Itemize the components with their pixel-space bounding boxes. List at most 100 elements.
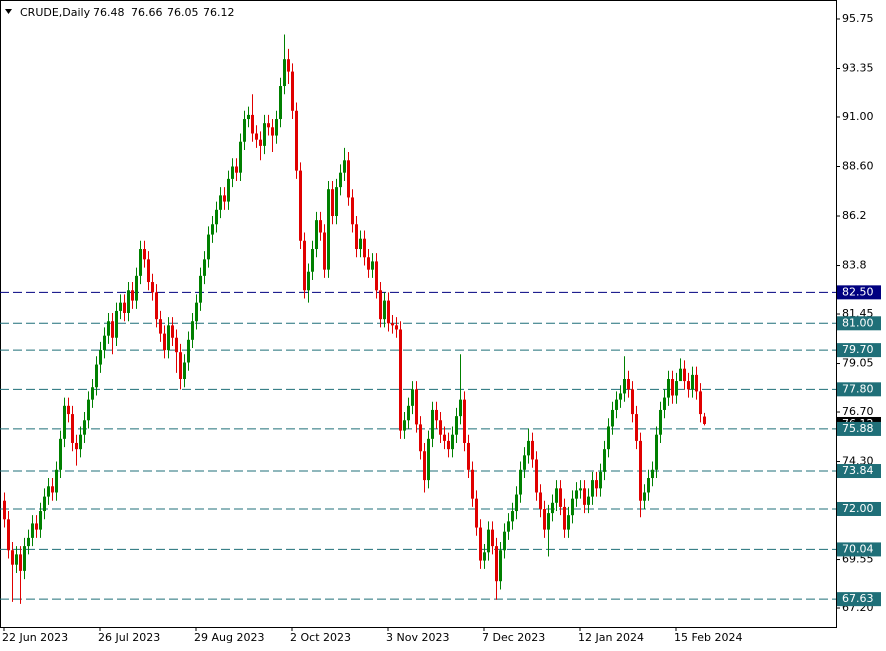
candle-body	[143, 249, 146, 260]
candle-body	[251, 114, 254, 134]
candle-body	[651, 469, 654, 479]
candle-body	[463, 399, 466, 443]
candle-body	[395, 325, 398, 330]
candle-body	[435, 409, 438, 421]
candle-body	[411, 389, 414, 406]
ohlc-open: 76.48	[93, 6, 125, 19]
candle-body	[575, 490, 578, 499]
candle-body	[11, 550, 14, 565]
candle-body	[387, 300, 390, 324]
level-tag	[837, 382, 881, 397]
candle-body	[19, 554, 22, 571]
candle-body	[459, 399, 462, 417]
candle-body	[527, 440, 530, 456]
candle-body	[211, 224, 214, 235]
candle-body	[403, 420, 406, 431]
candle-body	[35, 523, 38, 530]
candle-body	[235, 166, 238, 173]
candle-body	[599, 471, 602, 489]
candle-body	[363, 238, 366, 258]
candle-body	[83, 420, 86, 435]
candle-body	[339, 172, 342, 188]
candle-body	[399, 329, 402, 431]
candle-body	[183, 362, 186, 380]
candle-body	[239, 141, 242, 173]
candle-body	[407, 405, 410, 421]
candle-body	[7, 519, 10, 551]
level-tag	[837, 343, 881, 358]
candle-body	[471, 469, 474, 499]
candle-body	[39, 511, 42, 530]
candle-body	[167, 325, 170, 351]
candle-body	[699, 391, 702, 415]
candle-body	[511, 511, 514, 522]
candle-body	[643, 492, 646, 501]
candle-body	[659, 409, 662, 435]
candle-body	[383, 300, 386, 320]
candle-body	[99, 350, 102, 365]
candle-body	[227, 178, 230, 202]
level-tag	[837, 592, 881, 607]
level-label: 73.84	[842, 464, 874, 477]
y-tick-label: 91.00	[842, 110, 874, 123]
x-tick-label: 7 Dec 2023	[482, 631, 545, 644]
level-tag	[837, 316, 881, 331]
level-label: 82.50	[842, 285, 874, 298]
candle-body	[531, 440, 534, 460]
ohlc-low: 76.05	[167, 6, 199, 19]
candle-body	[647, 478, 650, 493]
candle-body	[683, 368, 686, 382]
candle-body	[131, 290, 134, 301]
candle-body	[195, 302, 198, 322]
candle-body	[203, 259, 206, 276]
candle-body	[215, 209, 218, 225]
candle-body	[587, 496, 590, 505]
candle-body	[331, 189, 334, 217]
candle-body	[107, 321, 110, 336]
candle-body	[123, 302, 126, 313]
level-label: 75.88	[842, 422, 874, 435]
candle-body	[283, 59, 286, 87]
candle-body	[103, 335, 106, 351]
candle-body	[267, 123, 270, 128]
candle-body	[691, 374, 694, 390]
candle-body	[51, 486, 54, 493]
candle-body	[219, 195, 222, 210]
candle-body	[607, 426, 610, 450]
candle-body	[371, 261, 374, 270]
y-tick-label: 86.2	[842, 209, 867, 222]
candle-body	[243, 119, 246, 142]
candle-body	[199, 275, 202, 303]
candle-body	[515, 494, 518, 512]
level-tag	[837, 285, 881, 300]
candle-body	[623, 379, 626, 394]
y-tick-label: 83.8	[842, 259, 867, 272]
candle-body	[583, 488, 586, 505]
candle-body	[419, 424, 422, 452]
candle-body	[523, 455, 526, 470]
candle-body	[355, 224, 358, 250]
candle-body	[631, 389, 634, 415]
candle-body	[343, 160, 346, 173]
candle-body	[351, 197, 354, 225]
level-tag	[837, 542, 881, 557]
candle-body	[75, 442, 78, 450]
candle-body	[223, 195, 226, 202]
candle-body	[547, 513, 550, 530]
candle-body	[91, 387, 94, 400]
candle-body	[451, 434, 454, 450]
candle-body	[443, 434, 446, 441]
candle-body	[603, 449, 606, 472]
level-label: 72.00	[842, 502, 874, 515]
symbol-menu-arrow[interactable]	[5, 9, 12, 14]
candle-body	[559, 488, 562, 507]
candle-body	[503, 531, 506, 551]
candle-body	[299, 170, 302, 241]
x-tick-label: 3 Nov 2023	[386, 631, 449, 644]
candle-body	[671, 379, 674, 396]
candle-body	[155, 292, 158, 320]
candle-body	[151, 282, 154, 293]
candle-body	[315, 220, 318, 250]
level-label: 79.70	[842, 343, 874, 356]
candle-body	[467, 442, 470, 470]
